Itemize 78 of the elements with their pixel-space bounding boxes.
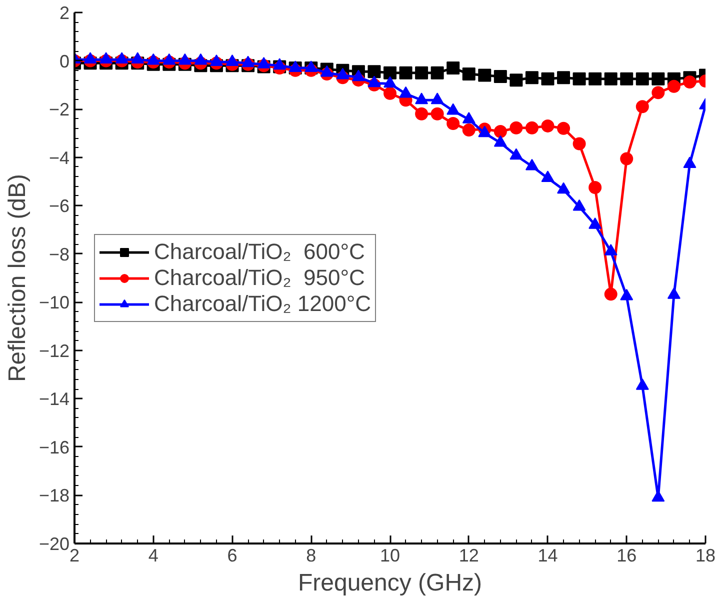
point [557, 122, 570, 135]
x-tick-label: 16 [616, 546, 637, 566]
x-tick-label: 4 [148, 546, 158, 566]
y-tick-label: −16 [38, 437, 70, 458]
y-tick-label: −14 [38, 389, 70, 410]
point [510, 148, 523, 160]
x-axis-title: Frequency (GHz) [298, 570, 482, 596]
point [525, 121, 538, 134]
x-tick-label: 8 [306, 546, 316, 566]
point [636, 378, 649, 390]
legend-label: Charcoal/TiO₂ 600°C [154, 238, 365, 264]
point [667, 287, 680, 299]
point [620, 72, 634, 86]
point [604, 244, 618, 256]
x-tick-label: 12 [458, 546, 479, 566]
point [652, 72, 665, 86]
point [667, 80, 680, 93]
point [494, 70, 507, 83]
point [588, 72, 602, 86]
y-tick-label: −12 [38, 340, 70, 361]
point [415, 66, 428, 80]
legend-label: Charcoal/TiO₂ 1200°C [154, 290, 372, 316]
point [620, 152, 634, 166]
point [430, 107, 444, 120]
point [494, 135, 507, 147]
point [541, 119, 554, 132]
x-tick-label: 10 [380, 546, 400, 566]
point [510, 74, 523, 87]
point [462, 68, 476, 81]
point [478, 126, 492, 138]
point [462, 124, 476, 137]
y-tick-label: −8 [48, 244, 70, 264]
point [525, 71, 538, 84]
y-tick-label: −4 [48, 148, 70, 168]
y-tick-label: −18 [38, 486, 70, 506]
point [415, 107, 428, 120]
x-tick-label: 14 [538, 546, 558, 566]
y-tick-label: 0 [59, 51, 70, 72]
point [494, 125, 507, 138]
point [652, 86, 665, 100]
point [384, 86, 396, 100]
y-tick-label: 2 [59, 3, 70, 23]
y-tick-label: −10 [38, 292, 70, 313]
x-tick-label: 6 [227, 546, 238, 566]
point [557, 182, 570, 194]
point [446, 117, 460, 130]
point [572, 199, 586, 211]
point [604, 72, 618, 86]
point [446, 103, 460, 115]
point [446, 62, 460, 75]
point [525, 158, 538, 170]
point [430, 66, 444, 80]
point [636, 100, 649, 114]
y-tick-label: −20 [38, 534, 70, 554]
point [541, 170, 554, 182]
point [510, 121, 523, 134]
point [415, 92, 428, 104]
point [368, 65, 381, 78]
y-tick-label: −2 [48, 100, 70, 120]
point [541, 72, 554, 86]
point [557, 71, 570, 84]
point [588, 181, 602, 194]
point [430, 92, 444, 104]
point [572, 137, 586, 150]
point [588, 217, 602, 229]
y-axis-title: Reflection loss (dB) [4, 174, 31, 382]
point [384, 66, 396, 80]
point [399, 66, 412, 80]
point [652, 490, 665, 502]
x-tick-label: 18 [695, 546, 716, 566]
y-tick-label: −6 [48, 196, 70, 216]
point [636, 72, 649, 86]
point [478, 68, 492, 82]
legend-label: Charcoal/TiO₂ 950°C [154, 264, 365, 290]
point [620, 288, 634, 300]
point [683, 156, 696, 168]
point [572, 72, 586, 86]
point [683, 76, 696, 88]
